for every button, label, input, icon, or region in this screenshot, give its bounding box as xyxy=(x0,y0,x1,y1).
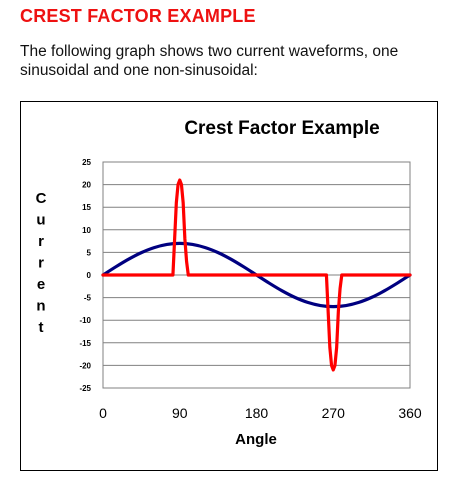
y-tick-label: -25 xyxy=(79,384,91,393)
chart-frame xyxy=(20,101,438,471)
gridlines xyxy=(103,184,410,366)
non-sinusoidal-series-line xyxy=(101,178,412,372)
x-axis-label: Angle xyxy=(235,431,277,448)
y-tick-label: -20 xyxy=(79,361,91,370)
x-tick-label: 180 xyxy=(245,405,269,421)
chart-title: Crest Factor Example xyxy=(184,118,379,139)
y-axis-label-letter: r xyxy=(38,255,44,272)
y-tick-label: -10 xyxy=(79,316,91,325)
page-heading: CREST FACTOR EXAMPLE xyxy=(20,6,256,26)
y-axis-label-letter: u xyxy=(36,212,45,229)
y-axis-label-letter: t xyxy=(39,319,44,336)
x-tick-label: 90 xyxy=(172,405,188,421)
x-tick-label: 0 xyxy=(99,405,107,421)
y-tick-label: 10 xyxy=(82,226,91,235)
y-axis-label-letter: n xyxy=(36,298,45,315)
series-group xyxy=(101,178,412,372)
y-axis-label-letter: e xyxy=(37,276,45,293)
y-axis-label-letter: r xyxy=(38,233,44,250)
y-tick-label: -5 xyxy=(84,294,92,303)
y-tick-label: 25 xyxy=(82,158,91,167)
y-tick-label: 15 xyxy=(82,203,91,212)
y-tick-label: 20 xyxy=(82,181,91,190)
y-tick-label: 5 xyxy=(87,248,92,257)
x-tick-label: 360 xyxy=(398,405,422,421)
y-tick-labels: 25 20 15 10 5 0 -5 -10 -15 -20 -25 xyxy=(79,158,91,393)
y-tick-label: 0 xyxy=(87,271,92,280)
x-tick-label: 270 xyxy=(322,405,346,421)
x-tick-labels: 0 90 180 270 360 xyxy=(99,405,422,421)
intro-paragraph: The following graph shows two current wa… xyxy=(20,43,399,79)
y-axis-label-letter: C xyxy=(36,190,47,207)
y-tick-label: -15 xyxy=(79,339,91,348)
